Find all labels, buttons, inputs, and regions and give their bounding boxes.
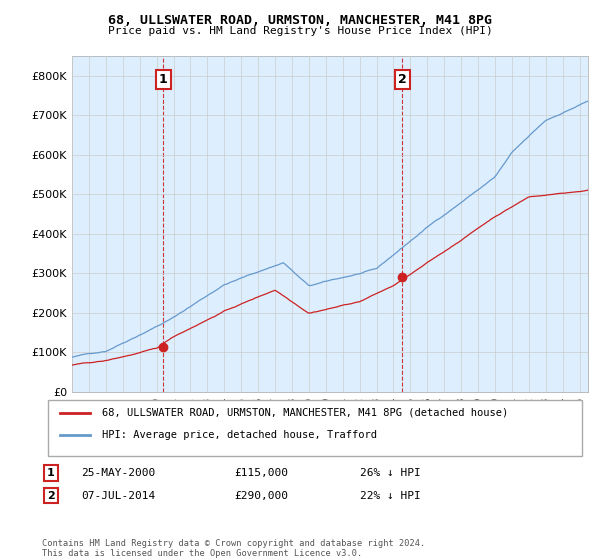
Text: HPI: Average price, detached house, Trafford: HPI: Average price, detached house, Traf…: [102, 430, 377, 440]
Text: 2: 2: [398, 73, 407, 86]
Text: 68, ULLSWATER ROAD, URMSTON, MANCHESTER, M41 8PG: 68, ULLSWATER ROAD, URMSTON, MANCHESTER,…: [108, 14, 492, 27]
Text: 2: 2: [47, 491, 55, 501]
Text: 26% ↓ HPI: 26% ↓ HPI: [360, 468, 421, 478]
Text: Contains HM Land Registry data © Crown copyright and database right 2024.
This d: Contains HM Land Registry data © Crown c…: [42, 539, 425, 558]
Text: 07-JUL-2014: 07-JUL-2014: [81, 491, 155, 501]
Text: 25-MAY-2000: 25-MAY-2000: [81, 468, 155, 478]
Text: 22% ↓ HPI: 22% ↓ HPI: [360, 491, 421, 501]
Text: £115,000: £115,000: [234, 468, 288, 478]
Text: 1: 1: [159, 73, 167, 86]
Text: £290,000: £290,000: [234, 491, 288, 501]
Text: 68, ULLSWATER ROAD, URMSTON, MANCHESTER, M41 8PG (detached house): 68, ULLSWATER ROAD, URMSTON, MANCHESTER,…: [102, 408, 508, 418]
Text: 1: 1: [47, 468, 55, 478]
Text: Price paid vs. HM Land Registry's House Price Index (HPI): Price paid vs. HM Land Registry's House …: [107, 26, 493, 36]
